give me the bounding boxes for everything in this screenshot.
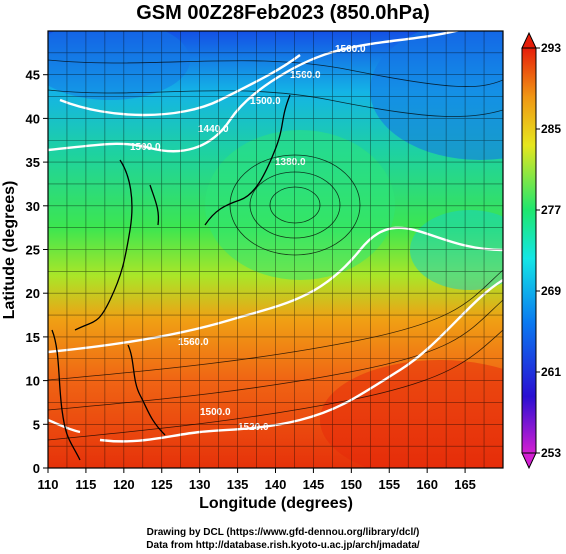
y-tick-label: 45 bbox=[26, 68, 40, 83]
y-axis-title: Latitude (degrees) bbox=[1, 181, 18, 320]
colorbar-tick-label: 253 bbox=[541, 446, 561, 460]
colorbar-tick-label: 269 bbox=[541, 284, 561, 298]
y-tick-label: 25 bbox=[26, 243, 40, 258]
y-tick-label: 30 bbox=[26, 199, 40, 214]
colorbar: 253 261 269 277 285 293 bbox=[521, 31, 561, 470]
contour-label: 1560.0 bbox=[178, 337, 209, 348]
y-tick-label: 35 bbox=[26, 155, 40, 170]
contour-label: 1560.0 bbox=[335, 44, 366, 55]
x-tick-label: 125 bbox=[151, 477, 173, 492]
x-tick-label: 145 bbox=[303, 477, 325, 492]
colorbar-bottom-arrow bbox=[521, 452, 537, 470]
y-tick-label: 20 bbox=[26, 286, 40, 301]
x-tick-label: 165 bbox=[454, 477, 476, 492]
x-tick-label: 135 bbox=[227, 477, 249, 492]
credit-line-drawing: Drawing by DCL (https://www.gfd-dennou.o… bbox=[146, 527, 420, 538]
colorbar-top-arrow bbox=[521, 31, 537, 49]
y-tick-label: 10 bbox=[26, 374, 40, 389]
contour-label: 1380.0 bbox=[275, 157, 306, 168]
contour-lines bbox=[48, 31, 503, 443]
x-tick-label: 140 bbox=[265, 477, 287, 492]
y-tick-label: 15 bbox=[26, 330, 40, 345]
colorbar-tick-label: 261 bbox=[541, 365, 561, 379]
x-tick-label: 130 bbox=[189, 477, 211, 492]
y-tick-label: 40 bbox=[26, 111, 40, 126]
colorbar-tick-label: 293 bbox=[541, 41, 561, 55]
x-tick-label: 120 bbox=[113, 477, 135, 492]
contour-label: 1500.0 bbox=[130, 142, 161, 153]
x-axis-title: Longitude (degrees) bbox=[199, 495, 353, 512]
colorbar-body bbox=[521, 47, 537, 454]
contour-label-group: 1560.0 1500.0 1440.0 1380.0 1500.0 1560.… bbox=[130, 44, 366, 433]
credit-line-data: Data from http://database.rish.kyoto-u.a… bbox=[146, 540, 420, 551]
x-tick-label: 110 bbox=[38, 477, 59, 492]
colorbar-ticks: 253 261 269 277 285 293 bbox=[536, 41, 561, 460]
x-tick-label: 160 bbox=[416, 477, 438, 492]
streamlines bbox=[48, 59, 503, 441]
x-tick-label: 150 bbox=[340, 477, 362, 492]
x-tick-label: 115 bbox=[75, 477, 96, 492]
x-axis: 110 115 120 125 130 135 140 145 150 155 160 165 bbox=[38, 468, 476, 492]
y-axis: 0 5 10 15 20 25 30 35 40 45 bbox=[26, 68, 48, 476]
y-tick-label: 0 bbox=[33, 461, 40, 476]
contour-label: 1560.0 bbox=[290, 70, 321, 81]
contour-label: 1520.0 bbox=[238, 422, 269, 433]
map-title: GSM 00Z28Feb2023 (850.0hPa) bbox=[136, 2, 430, 24]
contour-label: 1500.0 bbox=[200, 407, 231, 418]
colorbar-tick-label: 285 bbox=[541, 122, 561, 136]
y-tick-label: 5 bbox=[33, 417, 40, 432]
colorbar-tick-label: 277 bbox=[541, 203, 561, 217]
plot-grid bbox=[48, 31, 503, 468]
contour-label: 1500.0 bbox=[250, 96, 281, 107]
x-tick-label: 155 bbox=[378, 477, 400, 492]
contour-label: 1440.0 bbox=[198, 124, 229, 135]
